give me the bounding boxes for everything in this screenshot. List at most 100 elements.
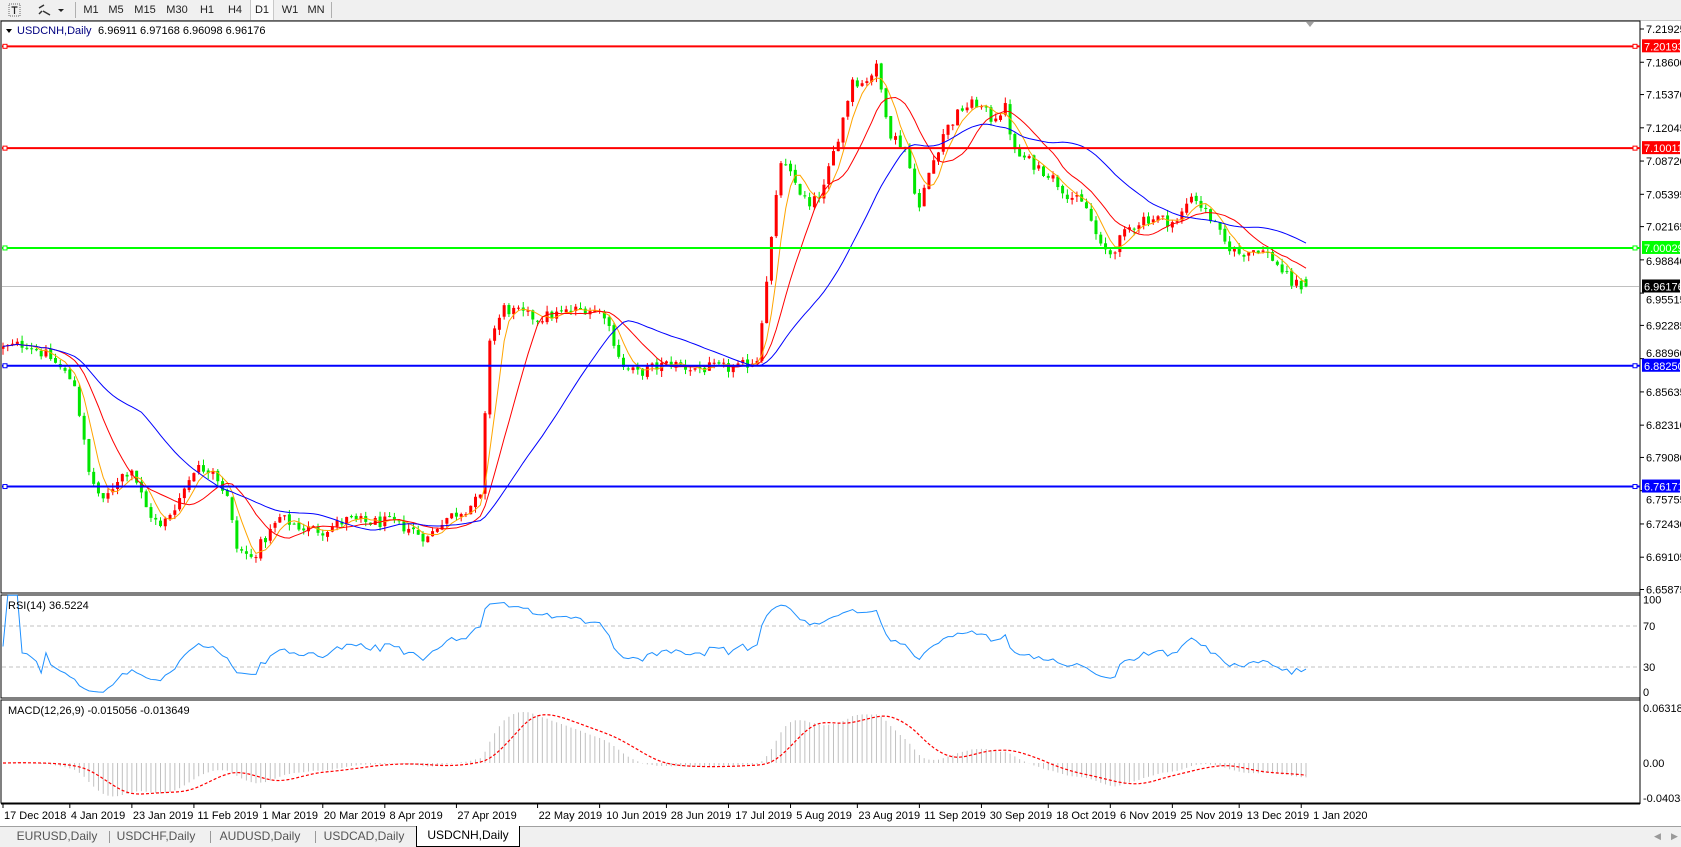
level-price-badge <box>1642 39 1680 53</box>
timeframe-h1[interactable]: H1 <box>199 4 215 16</box>
macd-label: MACD(12,26,9) -0.015056 -0.013649 <box>8 705 190 717</box>
candle <box>1046 173 1050 180</box>
level-price-badge <box>1642 141 1680 155</box>
scroll-left-icon[interactable]: ◀ <box>1654 831 1661 841</box>
level-price-label: 6.76171 <box>1644 482 1681 494</box>
timeframe-w1[interactable]: W1 <box>281 4 299 16</box>
candle <box>1037 161 1041 171</box>
timeframe-h4[interactable]: H4 <box>227 4 243 16</box>
line-handle[interactable] <box>1632 363 1638 369</box>
candle <box>187 476 191 493</box>
date-axis-label: 27 Apr 2019 <box>457 810 516 822</box>
tab-usdchf[interactable]: USDCHF,Daily <box>116 829 196 843</box>
candle <box>1113 251 1117 260</box>
rsi-axis-label: 70 <box>1643 621 1655 633</box>
candle <box>240 546 244 554</box>
tab-eurusd[interactable]: EURUSD,Daily <box>16 829 98 843</box>
line-handle[interactable] <box>2 245 8 251</box>
price-axis-label: 6.95515 <box>1646 294 1681 306</box>
level-price-label: 6.88250 <box>1644 361 1681 373</box>
candle <box>20 335 24 353</box>
candle <box>1013 132 1017 154</box>
candle <box>1022 152 1026 161</box>
line-handle[interactable] <box>2 43 8 49</box>
candle <box>1108 247 1112 259</box>
candle <box>879 62 883 93</box>
candle <box>278 513 282 524</box>
candle <box>178 493 182 512</box>
chart-tabs: EURUSD,Daily USDCHF,Daily AUDUSD,Daily U… <box>0 826 1681 847</box>
candle <box>388 512 392 518</box>
candle <box>478 494 482 500</box>
line-handle[interactable] <box>1632 245 1638 251</box>
candle <box>889 115 893 141</box>
tab-separator <box>210 831 211 843</box>
line-handle[interactable] <box>1632 43 1638 49</box>
candle <box>1142 212 1146 230</box>
candle <box>1065 189 1069 203</box>
candle <box>836 138 840 152</box>
chart-shift-marker-icon[interactable] <box>1306 22 1314 27</box>
candle <box>163 516 167 531</box>
candle <box>1146 212 1150 227</box>
price-axis-label: 6.72430 <box>1646 519 1681 531</box>
candle <box>808 192 812 210</box>
candle <box>273 521 277 533</box>
text-tool-icon[interactable] <box>4 0 24 20</box>
tab-usdcad[interactable]: USDCAD,Daily <box>323 829 405 843</box>
date-axis-label: 11 Feb 2019 <box>197 810 258 822</box>
collapse-arrow-icon[interactable] <box>6 29 12 33</box>
line-handle[interactable] <box>2 145 8 151</box>
timeframe-m1[interactable]: M1 <box>83 4 99 16</box>
candle <box>765 276 769 324</box>
candle <box>149 503 153 522</box>
candle <box>192 472 196 482</box>
candle <box>235 516 239 553</box>
line-handle[interactable] <box>2 484 8 490</box>
candle <box>493 325 497 345</box>
price-chart[interactable]: 7.21925 7.18600 7.15370 7.12045 7.08720 7.053… <box>0 0 1681 826</box>
scroll-right-icon[interactable]: ▶ <box>1671 831 1678 841</box>
candle <box>96 481 100 497</box>
line-handle[interactable] <box>1632 484 1638 490</box>
candle <box>159 517 163 528</box>
candle <box>1251 250 1255 256</box>
candle <box>2 342 5 355</box>
price-axis-label: 6.69105 <box>1646 552 1681 564</box>
candle <box>77 384 81 418</box>
dropdown-arrow-icon[interactable] <box>56 0 66 20</box>
tab-usdcnh[interactable]: USDCNH,Daily <box>416 826 520 847</box>
current-price-badge <box>1642 279 1680 293</box>
date-axis-label: 28 Jun 2019 <box>671 810 732 822</box>
candle <box>1275 260 1279 267</box>
candle <box>1127 224 1131 233</box>
candle <box>636 362 640 375</box>
timeframe-m15[interactable]: M15 <box>134 4 156 16</box>
toolbar-separator <box>331 2 332 18</box>
price-axis-label: 7.12045 <box>1646 123 1681 135</box>
rsi-line <box>2 594 1307 693</box>
candle <box>922 184 926 207</box>
candle <box>1247 251 1251 262</box>
line-tools-icon[interactable] <box>36 0 54 20</box>
line-handle[interactable] <box>2 363 8 369</box>
candle <box>249 548 253 559</box>
tab-audusd[interactable]: AUDUSD,Daily <box>219 829 301 843</box>
price-axis-label: 7.08720 <box>1646 156 1681 168</box>
candle <box>101 492 105 503</box>
candle <box>392 512 396 524</box>
timeframe-mn[interactable]: MN <box>307 4 325 16</box>
candle <box>407 523 411 536</box>
rsi-pane <box>0 594 1641 699</box>
candle <box>1294 275 1298 288</box>
candle <box>975 96 979 108</box>
toolbar-separator <box>75 2 76 18</box>
price-axis-label: 7.05395 <box>1646 189 1681 201</box>
timeframe-d1[interactable]: D1 <box>250 0 274 20</box>
candle <box>1170 220 1174 233</box>
timeframe-m5[interactable]: M5 <box>108 4 124 16</box>
date-axis-label: 1 Mar 2019 <box>262 810 318 822</box>
candle <box>411 522 415 534</box>
line-handle[interactable] <box>1632 145 1638 151</box>
timeframe-m30[interactable]: M30 <box>166 4 188 16</box>
